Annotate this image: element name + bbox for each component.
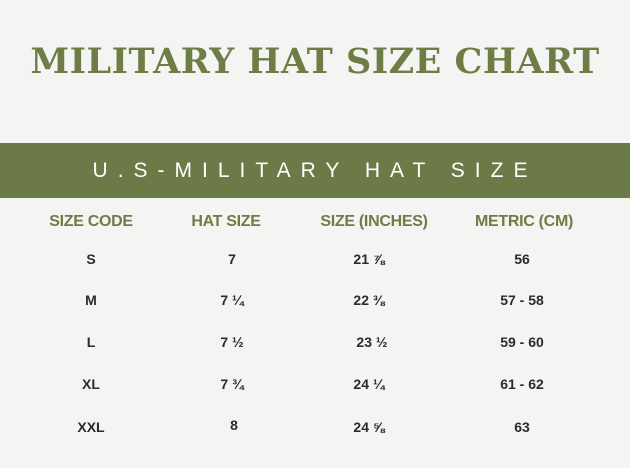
table-cell-size-code: M	[85, 292, 97, 308]
table-cell-size-inches: 22 ⅜	[353, 292, 385, 308]
table-cell-size-code: XL	[82, 376, 100, 392]
header-hat-size: HAT SIZE	[191, 213, 261, 230]
header-size-code: SIZE CODE	[49, 213, 133, 230]
table-cell-metric: 59 - 60	[500, 334, 544, 350]
table-cell-metric: 61 - 62	[500, 376, 544, 392]
table-cell-size-inches: 23 ½	[356, 334, 388, 350]
table-cell-size-code: XXL	[77, 419, 105, 435]
table-cell-size-code: S	[86, 251, 96, 267]
banner-text: U.S-MILITARY HAT SIZE	[92, 159, 538, 182]
table-cell-hat-size: 7 ¼	[220, 292, 244, 308]
table-cell-metric: 56	[514, 251, 530, 267]
table-cell-hat-size: 7 ½	[220, 334, 244, 350]
table-cell-size-inches: 21 ⅞	[353, 251, 385, 267]
table-cell-hat-size: 7	[228, 251, 236, 267]
table-cell-size-inches: 24 ⅝	[353, 419, 385, 435]
table-cell-size-inches: 24 ¼	[353, 376, 385, 392]
header-metric-cm: METRIC (CM)	[474, 213, 573, 230]
header-size-inches: SIZE (INCHES)	[320, 213, 428, 230]
table-cell-hat-size: 7 ¾	[220, 376, 244, 392]
table-cell-size-code: L	[86, 334, 96, 350]
table-cell-metric: 63	[514, 419, 530, 435]
page-title: MILITARY HAT SIZE CHART	[30, 41, 600, 82]
table-cell-metric: 57 - 58	[500, 292, 544, 308]
section-banner: U.S-MILITARY HAT SIZE	[0, 143, 630, 198]
table-cell-hat-size: 8	[230, 417, 238, 433]
